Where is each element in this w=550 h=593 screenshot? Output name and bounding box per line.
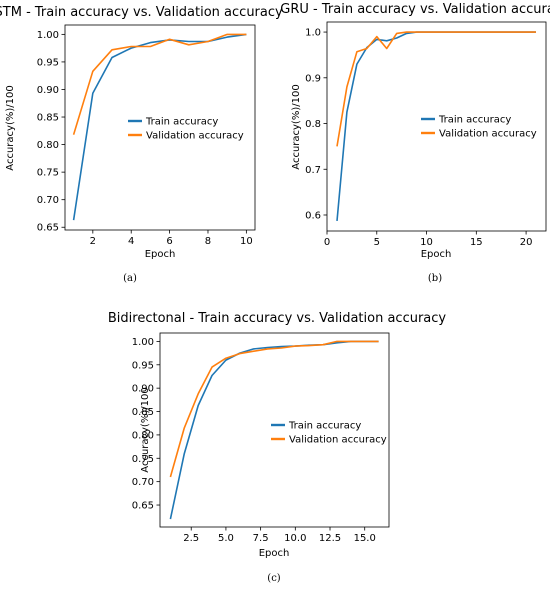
legend: Train accuracy Validation accuracy	[421, 115, 537, 140]
plot-frame	[64, 24, 256, 231]
x-tick-label: 8	[205, 236, 211, 247]
validation-accuracy-line	[336, 31, 536, 147]
x-tick-label: 2	[90, 236, 96, 247]
chart-title: Bidirectonal - Train accuracy vs. Valida…	[108, 311, 447, 326]
x-tick-label: 10	[420, 237, 433, 248]
y-tick-label: 0.65	[37, 223, 59, 234]
y-tick-label: 0.95	[132, 360, 154, 371]
validation-accuracy-line	[72, 33, 247, 135]
y-tick-label: 0.80	[37, 140, 59, 151]
y-tick-label: 1.00	[37, 30, 59, 41]
chart-panel-3: Bidirectonal - Train accuracy vs. Valida…	[108, 311, 447, 584]
x-tick-label: 12.5	[319, 533, 341, 544]
chart-panel-1: LSTM - Train accuracy vs. Validation acc…	[0, 5, 283, 284]
y-tick-label: 0.70	[37, 195, 59, 206]
y-tick-label: 0.85	[132, 407, 154, 418]
y-tick-label: 0.65	[132, 501, 154, 512]
y-tick-label: 0.7	[305, 165, 321, 176]
x-tick-label: 4	[128, 236, 134, 247]
x-axis-label: Epoch	[145, 249, 176, 260]
y-tick-label: 0.95	[37, 57, 59, 68]
y-tick-label: 0.8	[305, 119, 321, 130]
y-tick-label: 0.90	[132, 384, 154, 395]
panel-caption: (b)	[428, 273, 442, 284]
y-tick-label: 0.85	[37, 113, 59, 124]
y-tick-label: 0.9	[305, 73, 321, 84]
y-axis-label: Accuracy(%)/100	[5, 85, 16, 170]
x-axis-label: Epoch	[421, 249, 452, 260]
y-tick-label: 0.75	[132, 454, 154, 465]
y-axis-label: Accuracy(%)/100	[291, 84, 302, 169]
x-tick-label: 20	[520, 237, 533, 248]
x-tick-label: 15.0	[354, 533, 376, 544]
legend-train-label: Train accuracy	[145, 117, 218, 128]
y-axis-label: Accuracy(%)/100	[140, 387, 151, 472]
x-tick-label: 5.0	[218, 533, 234, 544]
plot-frame	[326, 21, 547, 232]
x-tick-label: 6	[166, 236, 172, 247]
chart-panel-2: GRU - Train accuracy vs. Validation accu…	[280, 2, 550, 284]
x-tick-label: 7.5	[253, 533, 269, 544]
legend: Train accuracy Validation accuracy	[271, 421, 387, 446]
legend-validation-label: Validation accuracy	[146, 131, 244, 142]
panel-caption: (c)	[267, 573, 281, 584]
x-tick-label: 2.5	[183, 533, 199, 544]
y-tick-label: 0.70	[132, 477, 154, 488]
x-tick-label: 5	[374, 237, 380, 248]
chart-title: LSTM - Train accuracy vs. Validation acc…	[0, 5, 283, 20]
x-tick-label: 15	[470, 237, 483, 248]
chart-title: GRU - Train accuracy vs. Validation accu…	[280, 2, 550, 17]
y-tick-label: 0.75	[37, 168, 59, 179]
train-accuracy-line	[336, 31, 536, 221]
x-tick-label: 10.0	[284, 533, 306, 544]
x-tick-label: 0	[324, 237, 330, 248]
x-tick-label: 10	[240, 236, 253, 247]
legend-validation-label: Validation accuracy	[289, 435, 387, 446]
y-tick-label: 0.90	[37, 85, 59, 96]
legend-train-label: Train accuracy	[288, 421, 361, 432]
x-axis-label: Epoch	[259, 548, 290, 559]
y-tick-label: 0.80	[132, 430, 154, 441]
validation-accuracy-line	[169, 340, 379, 478]
legend-validation-label: Validation accuracy	[439, 129, 537, 140]
legend: Train accuracy Validation accuracy	[128, 117, 244, 142]
y-tick-label: 1.0	[305, 28, 321, 39]
plot-frame	[159, 332, 390, 528]
y-tick-label: 1.00	[132, 337, 154, 348]
panel-caption: (a)	[123, 273, 137, 284]
legend-train-label: Train accuracy	[438, 115, 511, 126]
train-accuracy-line	[72, 33, 247, 221]
y-tick-label: 0.6	[305, 210, 321, 221]
